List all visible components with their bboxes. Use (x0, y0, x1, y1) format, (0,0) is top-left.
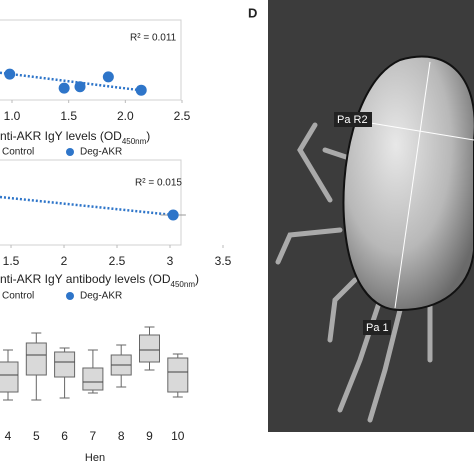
box (139, 334, 160, 363)
box (25, 342, 47, 376)
legend-marker (66, 148, 74, 156)
x-tick-label: 2.5 (109, 254, 126, 268)
data-point (4, 68, 16, 80)
x-tick-label: 4 (5, 429, 12, 443)
annotation: R² = 0.011 (130, 33, 177, 44)
x-tick-label: 2 (61, 254, 68, 268)
data-point (167, 209, 179, 221)
trendline (0, 71, 141, 92)
data-point (58, 82, 70, 94)
box (167, 357, 189, 393)
legend-label: Control (2, 291, 34, 302)
x-tick-label: 2.5 (174, 109, 191, 123)
image-label: Pa 1 (366, 322, 389, 334)
x-tick-label: 6 (61, 429, 68, 443)
x-tick-label: 1.5 (60, 109, 77, 123)
data-point (102, 71, 114, 83)
data-point (135, 84, 147, 96)
legend-label: Deg-AKR (80, 147, 122, 158)
x-tick-label: 10 (171, 429, 185, 443)
box (54, 351, 76, 378)
x-tick-label: 8 (118, 429, 125, 443)
x-axis-label-part: nti-AKR IgY antibody levels (OD (0, 272, 171, 286)
x-tick-label: 2.0 (117, 109, 134, 123)
measure-line (351, 119, 474, 141)
box (0, 361, 19, 393)
annotation: R² = 0.015 (135, 178, 182, 189)
x-axis-label: nti-AKR IgY antibody levels (OD450nm) (0, 272, 199, 288)
x-tick-label: 5 (33, 429, 40, 443)
panel-label: D (248, 5, 257, 20)
measure-line (394, 61, 431, 309)
x-tick-label: 1.0 (4, 109, 21, 123)
x-axis-label-part: ) (146, 129, 150, 143)
x-tick-label: 1.5 (3, 254, 20, 268)
x-tick-label: 3.5 (215, 254, 232, 268)
data-point (74, 81, 86, 93)
label-box (334, 112, 372, 127)
x-tick-label: 9 (146, 429, 153, 443)
plot-frame (0, 159, 182, 246)
x-axis-label: Hen (85, 452, 105, 464)
trendline (0, 195, 174, 217)
x-axis-label-part: nti-AKR IgY levels (OD (0, 129, 122, 143)
x-axis-label-part: 450nm (171, 280, 196, 289)
legend-marker (66, 292, 74, 300)
x-axis-label-part: ) (195, 272, 199, 286)
legend-label: Control (2, 147, 34, 158)
legend-label: Deg-AKR (80, 291, 122, 302)
x-axis-label: nti-AKR IgY levels (OD450nm) (0, 129, 150, 145)
box (82, 367, 104, 391)
image-label: Pa R2 (337, 114, 368, 126)
x-tick-label: 3 (167, 254, 174, 268)
plot-frame (0, 19, 182, 101)
x-tick-label: 7 (90, 429, 97, 443)
mite-body (342, 55, 474, 312)
label-box (363, 320, 391, 335)
x-axis-label-part: 450nm (122, 137, 147, 146)
